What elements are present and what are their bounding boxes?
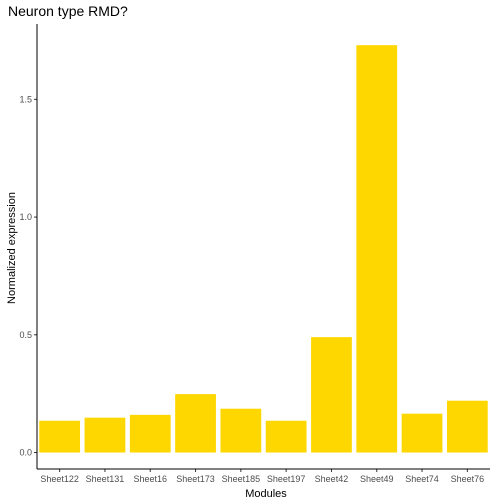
x-tick-label: Sheet131 xyxy=(86,474,125,484)
bar-Sheet185 xyxy=(220,408,262,453)
chart-title: Neuron type RMD? xyxy=(8,3,128,19)
x-tick-label: Sheet122 xyxy=(40,474,79,484)
bar-Sheet74 xyxy=(401,413,443,453)
bar-Sheet131 xyxy=(84,417,126,453)
x-tick-label: Sheet49 xyxy=(360,474,394,484)
x-axis: Sheet122 Sheet131 Sheet16 Sheet173 Sheet185 S… xyxy=(37,468,490,484)
x-tick-label: Sheet42 xyxy=(315,474,349,484)
x-tick-label: Sheet173 xyxy=(176,474,215,484)
y-tick-label: 0.5 xyxy=(19,330,32,340)
x-axis-label: Modules xyxy=(245,488,287,500)
bar-Sheet16 xyxy=(129,414,171,453)
y-axis: 0.0 0.5 1.0 1.5 xyxy=(19,24,38,469)
bars-group xyxy=(39,45,488,453)
y-tick-label: 1.0 xyxy=(19,212,32,222)
bar-Sheet76 xyxy=(446,400,488,453)
x-tick-label: Sheet16 xyxy=(133,474,167,484)
y-tick-label: 1.5 xyxy=(19,94,32,104)
x-tick-label: Sheet185 xyxy=(222,474,261,484)
bar-Sheet122 xyxy=(39,420,81,453)
bar-Sheet42 xyxy=(311,337,352,453)
bar-Sheet197 xyxy=(265,420,307,453)
bar-Sheet49 xyxy=(356,45,398,453)
bar-Sheet173 xyxy=(175,394,216,453)
x-tick-label: Sheet197 xyxy=(267,474,306,484)
x-tick-label: Sheet76 xyxy=(451,474,485,484)
y-axis-label: Normalized expression xyxy=(6,192,18,304)
y-tick-label: 0.0 xyxy=(19,448,32,458)
x-tick-label: Sheet74 xyxy=(405,474,439,484)
